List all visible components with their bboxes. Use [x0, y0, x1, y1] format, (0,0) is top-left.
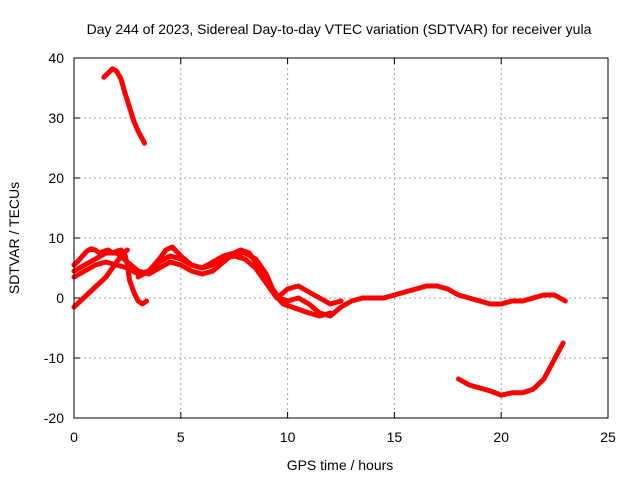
y-axis-label: SDTVAR / TECUs [6, 182, 22, 294]
series-line-arc-5 [71, 247, 333, 319]
x-tick-label: 20 [493, 429, 509, 445]
grid-lines [74, 58, 608, 418]
data-series [71, 66, 568, 398]
y-tick-label: 0 [56, 290, 64, 306]
y-tick-label: -10 [44, 350, 64, 366]
series-line-arc-4 [71, 244, 568, 319]
y-tick-label: 10 [48, 230, 64, 246]
x-tick-label: 5 [177, 429, 185, 445]
series-line-arc-1 [101, 66, 147, 146]
x-tick-label: 10 [280, 429, 296, 445]
x-axis-label: GPS time / hours [287, 457, 394, 473]
x-tick-label: 0 [70, 429, 78, 445]
y-tick-label: 40 [48, 50, 64, 66]
y-tick-label: 20 [48, 170, 64, 186]
x-tick-label: 25 [600, 429, 616, 445]
chart-title: Day 244 of 2023, Sidereal Day-to-day VTE… [87, 21, 592, 37]
x-tick-label: 15 [387, 429, 403, 445]
series-line-arc-6 [135, 253, 344, 307]
series-line-arc-7 [456, 340, 566, 398]
y-tick-label: -20 [44, 410, 64, 426]
y-tick-label: 30 [48, 110, 64, 126]
plot-frame [73, 57, 609, 419]
